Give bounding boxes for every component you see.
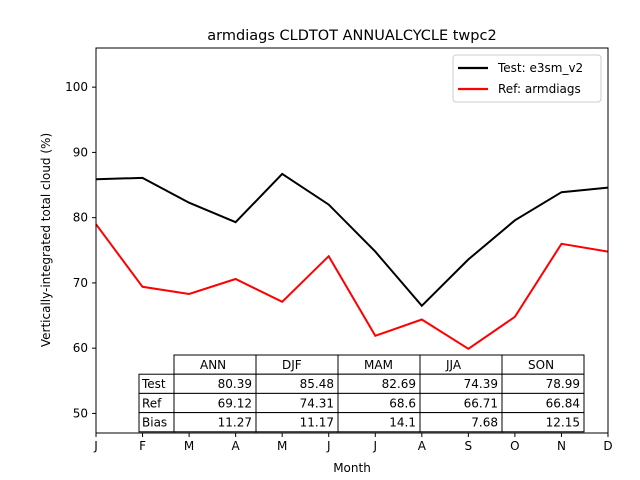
y-tick-label: 50 <box>73 406 88 420</box>
table-col-label: MAM <box>364 358 393 372</box>
table-col-label: ANN <box>200 358 226 372</box>
table-cell-value: 68.6 <box>389 396 416 410</box>
table-row-label: Bias <box>142 416 167 430</box>
x-tick-label: J <box>326 439 331 453</box>
table-cell-value: 74.31 <box>300 396 334 410</box>
x-tick-label: O <box>510 439 519 453</box>
y-tick-label: 90 <box>73 145 88 159</box>
table-cell-value: 12.15 <box>546 416 580 430</box>
table-row-label: Ref <box>142 396 162 410</box>
table-cell-value: 69.12 <box>218 396 252 410</box>
x-tick-label: J <box>372 439 377 453</box>
table-cell-value: 78.99 <box>546 377 580 391</box>
x-tick-label: J <box>93 439 98 453</box>
table-cell-value: 85.48 <box>300 377 334 391</box>
y-axis-label: Vertically-integrated total cloud (%) <box>39 133 53 347</box>
table-cell-value: 14.1 <box>389 416 416 430</box>
table-cell-value: 7.68 <box>471 416 498 430</box>
summary-table: ANN DJF MAM JJA SON Test 80.39 85.48 82.69 74.39 7… <box>138 354 585 433</box>
y-tick-label: 60 <box>73 341 88 355</box>
table-cell-value: 11.17 <box>300 416 334 430</box>
legend-box <box>452 54 602 103</box>
x-tick-label: N <box>557 439 566 453</box>
table-cell-value: 11.27 <box>218 416 252 430</box>
table-col-label: JJA <box>445 358 462 372</box>
legend-label: Test: e3sm_v2 <box>497 61 583 75</box>
chart-title: armdiags CLDTOT ANNUALCYCLE twpc2 <box>207 28 496 44</box>
table-row-label: Test <box>141 377 166 391</box>
table-cell-value: 66.84 <box>546 396 580 410</box>
legend-label: Ref: armdiags <box>498 82 581 96</box>
y-tick-label: 100 <box>65 80 88 94</box>
plot-frame <box>95 47 609 434</box>
table-cell-value: 74.39 <box>464 377 498 391</box>
table-cell-value: 82.69 <box>382 377 416 391</box>
table-col-label: SON <box>528 358 554 372</box>
x-tick-label: D <box>603 439 612 453</box>
x-axis-label: Month <box>333 461 371 475</box>
lines-layer <box>95 172 609 350</box>
y-tick-label: 80 <box>73 211 88 225</box>
series-line-2 <box>95 223 609 350</box>
x-tick-label: M <box>277 439 287 453</box>
y-tick-label: 70 <box>73 276 88 290</box>
legend: Test: e3sm_v2 Ref: armdiags <box>452 54 602 103</box>
x-tick-label: M <box>184 439 194 453</box>
table-cell-value: 80.39 <box>218 377 252 391</box>
x-tick-label: S <box>465 439 473 453</box>
x-tick-label: F <box>139 439 146 453</box>
series-line-1 <box>95 172 609 308</box>
table-col-label: DJF <box>282 358 302 372</box>
table-cell-value: 66.71 <box>464 396 498 410</box>
x-tick-label: A <box>232 439 241 453</box>
table-cell <box>501 412 585 433</box>
x-tick-label: A <box>418 439 427 453</box>
